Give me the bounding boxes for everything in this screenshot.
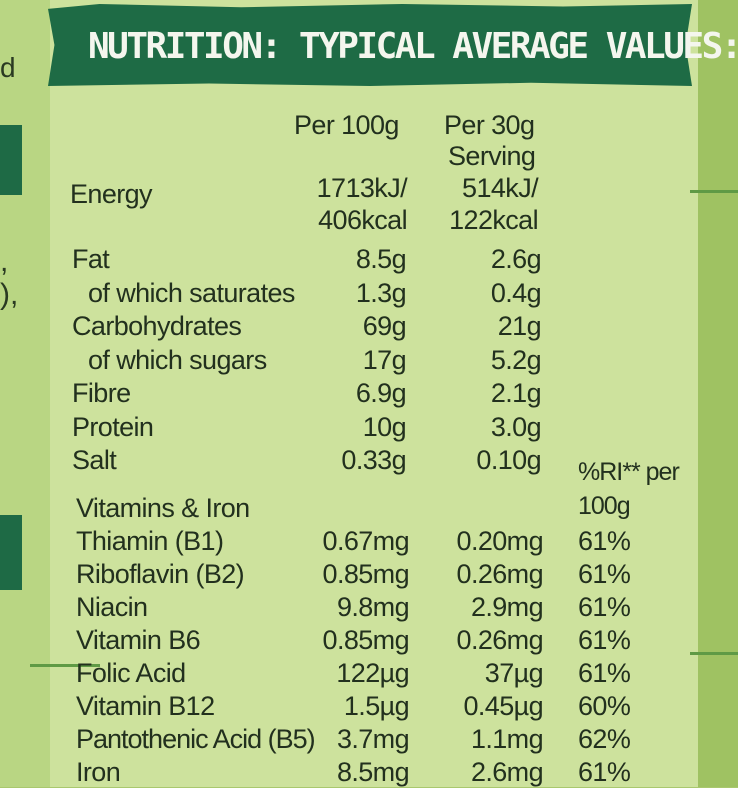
nutrient-label: of which sugars — [88, 345, 267, 375]
nutrient-per100: 0.33g — [341, 445, 406, 475]
vitamin-ri: 61% — [578, 757, 631, 787]
left-green-tab-2 — [0, 515, 22, 590]
energy-per100-kj: 1713kJ/ — [316, 173, 408, 203]
nutrient-per30: 3.0g — [490, 412, 542, 442]
nutrient-label: Fibre — [72, 378, 131, 408]
nutrient-label: Fat — [72, 244, 110, 274]
vitamin-per100: 0.85mg — [322, 559, 410, 589]
header-serving: Serving — [448, 141, 536, 171]
vitamin-per100: 3.7mg — [336, 724, 410, 754]
ri-header: %RI** per — [578, 458, 680, 486]
vitamin-ri: 61% — [578, 526, 631, 556]
vitamin-per100: 0.85mg — [322, 625, 410, 655]
nutrition-title: NUTRITION: TYPICAL AVERAGE VALUES: — [88, 26, 738, 67]
nutrient-per30: 21g — [497, 311, 542, 341]
vitamin-per100: 9.8mg — [336, 592, 410, 622]
right-divider-line-2 — [690, 652, 738, 655]
nutrient-label: Carbohydrates — [72, 311, 242, 341]
vitamin-ri: 60% — [578, 691, 631, 721]
nutrient-per30: 0.4g — [490, 278, 542, 308]
nutrient-per30: 0.10g — [476, 445, 541, 475]
header-per-100g: Per 100g — [294, 110, 399, 140]
vitamin-per30: 2.6mg — [470, 757, 544, 787]
vitamin-ri: 61% — [578, 625, 631, 655]
vitamin-ri: 62% — [578, 724, 631, 754]
nutrient-per100: 69g — [362, 311, 407, 341]
vitamin-per100: 1.5µg — [343, 691, 410, 721]
left-divider-line — [30, 664, 100, 667]
left-text-fragment-2: , — [0, 245, 9, 278]
nutrient-label: of which saturates — [88, 278, 295, 308]
nutrient-per100: 1.3g — [355, 278, 407, 308]
vitamin-ri: 61% — [578, 559, 631, 589]
left-text-fragment-3: ), — [0, 278, 19, 311]
vitamin-per30: 2.9mg — [470, 592, 544, 622]
ri-header-unit: 100g — [578, 492, 631, 520]
nutrient-per100: 8.5g — [355, 244, 407, 274]
vitamin-per100: 0.67mg — [322, 526, 410, 556]
vitamin-ri: 61% — [578, 592, 631, 622]
vitamin-per30: 0.20mg — [456, 526, 544, 556]
nutrient-per100: 17g — [362, 345, 407, 375]
nutrient-label: Salt — [72, 445, 117, 475]
left-text-fragment: d — [0, 52, 16, 83]
nutrient-per30: 5.2g — [490, 345, 542, 375]
vitamins-heading: Vitamins & Iron — [76, 493, 250, 523]
right-divider-line — [690, 190, 738, 193]
header-per-30g: Per 30g — [444, 110, 535, 140]
vitamin-per30: 37µg — [484, 658, 544, 688]
vitamin-per100: 8.5mg — [336, 757, 410, 787]
energy-label: Energy — [70, 179, 153, 209]
vitamin-label: Pantothenic Acid (B5) — [76, 724, 316, 754]
vitamin-label: Folic Acid — [76, 658, 186, 688]
vitamin-ri: 61% — [578, 658, 631, 688]
vitamin-per30: 0.26mg — [456, 625, 544, 655]
vitamin-per30: 1.1mg — [470, 724, 544, 754]
nutrient-per30: 2.6g — [490, 244, 542, 274]
vitamin-per30: 0.45µg — [463, 691, 543, 721]
left-green-tab — [0, 125, 22, 195]
vitamin-per30: 0.26mg — [456, 559, 544, 589]
energy-per30-kj: 514kJ/ — [462, 173, 539, 203]
nutrient-per100: 10g — [362, 412, 407, 442]
vitamin-label: Thiamin (B1) — [76, 526, 224, 556]
nutrition-panel — [50, 0, 698, 787]
vitamin-label: Vitamin B6 — [76, 625, 201, 655]
energy-per30-kcal: 122kcal — [449, 205, 538, 235]
right-packaging-strip — [698, 0, 738, 787]
energy-per100-kcal: 406kcal — [318, 205, 407, 235]
nutrient-per100: 6.9g — [355, 378, 407, 408]
vitamin-label: Iron — [76, 757, 121, 787]
nutrient-label: Protein — [72, 412, 154, 442]
vitamin-label: Riboflavin (B2) — [76, 559, 245, 589]
vitamin-per100: 122µg — [336, 658, 409, 688]
vitamin-label: Niacin — [76, 592, 148, 622]
left-packaging-strip — [0, 0, 50, 787]
nutrient-per30: 2.1g — [490, 378, 542, 408]
title-banner — [48, 4, 692, 86]
vitamin-label: Vitamin B12 — [76, 691, 215, 721]
